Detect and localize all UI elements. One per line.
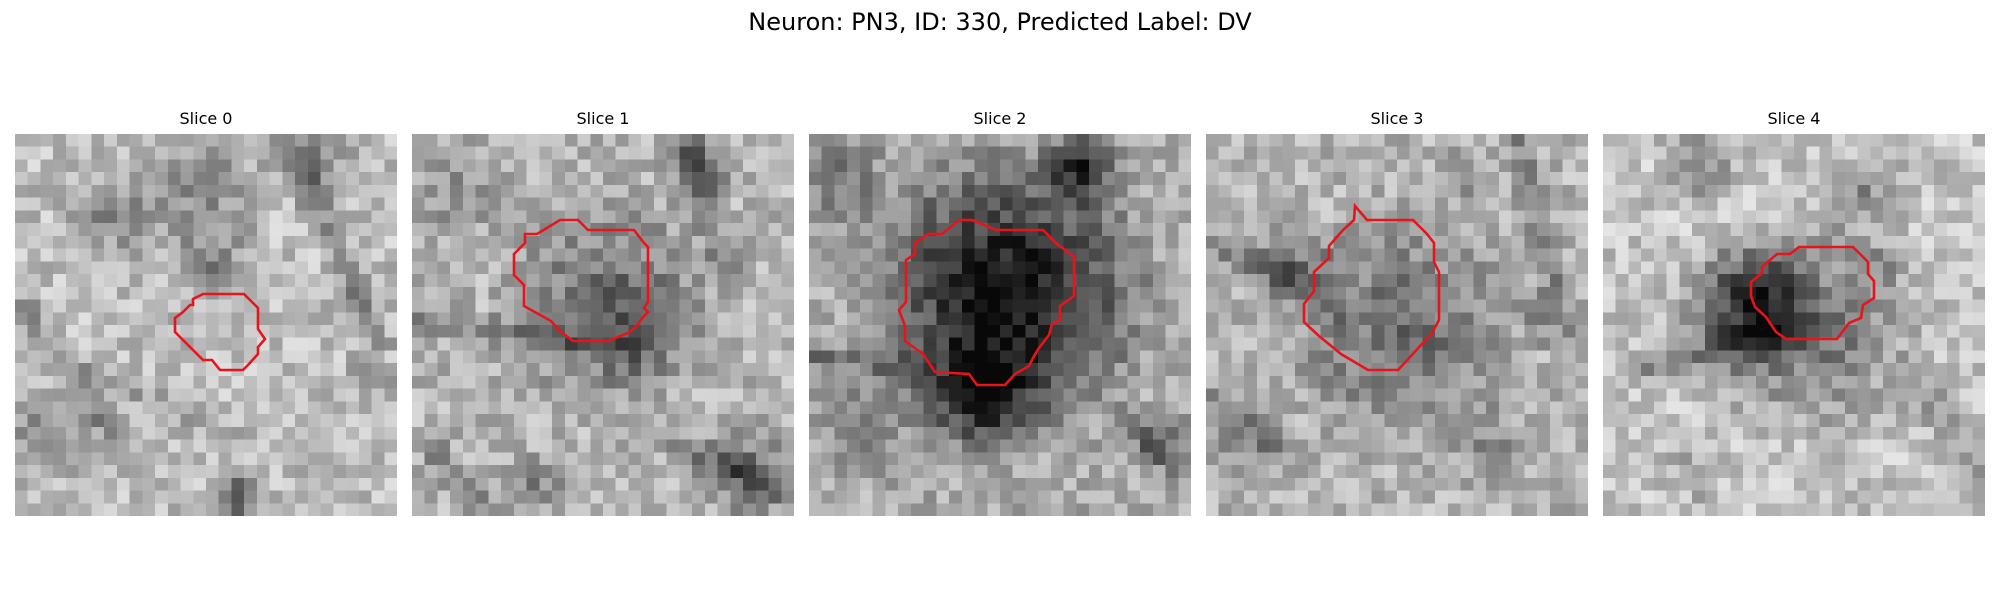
slice-1-contour <box>512 218 650 343</box>
slice-2-contour <box>897 218 1076 387</box>
slice-3-overlay <box>1302 202 1441 372</box>
slice-0-panel <box>15 134 397 516</box>
slice-2-image <box>809 134 1191 516</box>
slice-0-overlay <box>173 292 267 372</box>
slice-1-panel <box>412 134 794 516</box>
slice-0-image <box>15 134 397 516</box>
slice-2-title: Slice 2 <box>973 109 1027 128</box>
slice-1-title: Slice 1 <box>576 109 630 128</box>
slice-2-overlay <box>897 218 1076 387</box>
slice-4-image <box>1603 134 1985 516</box>
slice-2-panel <box>809 134 1191 516</box>
slice-3-panel <box>1206 134 1588 516</box>
slice-4-panel <box>1603 134 1985 516</box>
slice-1-image <box>412 134 794 516</box>
slice-0-contour <box>173 292 267 372</box>
slice-3-title: Slice 3 <box>1370 109 1424 128</box>
figure-title: Neuron: PN3, ID: 330, Predicted Label: D… <box>748 8 1252 36</box>
slice-4-title: Slice 4 <box>1767 109 1821 128</box>
slice-1-overlay <box>512 218 650 343</box>
slice-3-contour <box>1302 202 1441 372</box>
slice-4-overlay <box>1749 245 1876 341</box>
slice-4-contour <box>1749 245 1876 341</box>
slice-3-image <box>1206 134 1588 516</box>
slice-0-title: Slice 0 <box>179 109 233 128</box>
